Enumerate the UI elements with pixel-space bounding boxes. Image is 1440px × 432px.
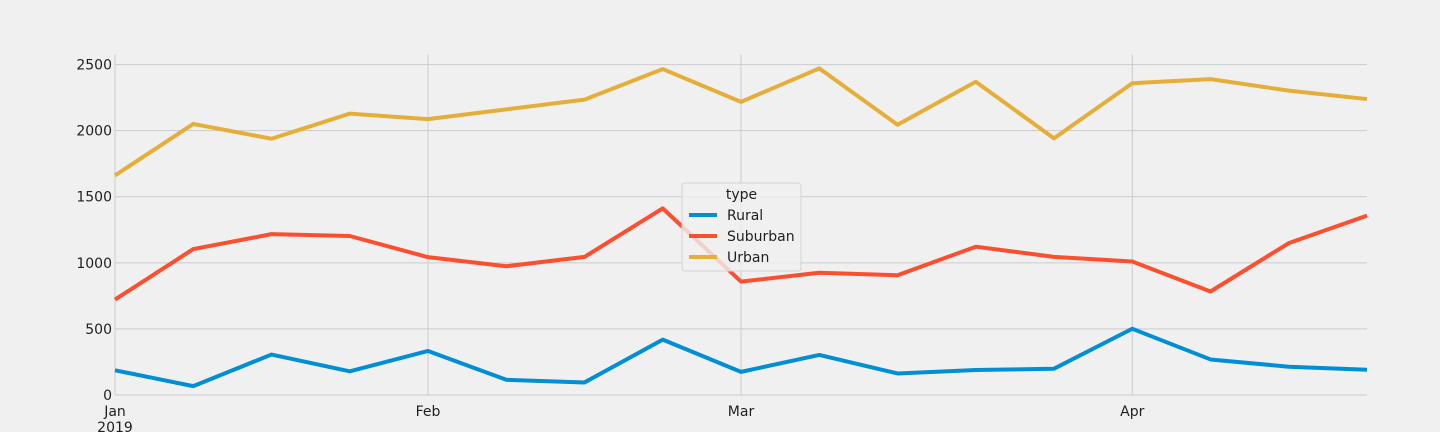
series-line-rural [114,326,1368,389]
x-tick-sublabel: 2019 [97,420,133,432]
x-tick-label: Feb [416,404,441,420]
x-tick-label: Apr [1120,404,1144,420]
series-line-urban [113,66,1368,178]
y-tick-label: 1000 [76,256,112,272]
y-axis-ticks: 0 500 1000 1500 2000 2500 [76,58,112,404]
legend-label-urban: Urban [727,250,769,266]
legend-title: type [726,187,757,203]
y-tick-label: 1500 [76,190,112,206]
x-tick-label: Mar [728,404,755,420]
y-tick-label: 500 [85,322,112,338]
legend-label-suburban: Suburban [727,229,795,245]
legend-label-rural: Rural [727,208,763,224]
y-tick-label: 2000 [76,124,112,140]
y-tick-label: 0 [103,388,112,404]
y-tick-label: 2500 [76,58,112,74]
series-line-suburban [113,206,1368,302]
legend-box [681,182,802,272]
legend: type Rural Suburban Urban [681,182,802,272]
x-tick-label: Jan [103,404,126,420]
series-lines [113,66,1368,389]
